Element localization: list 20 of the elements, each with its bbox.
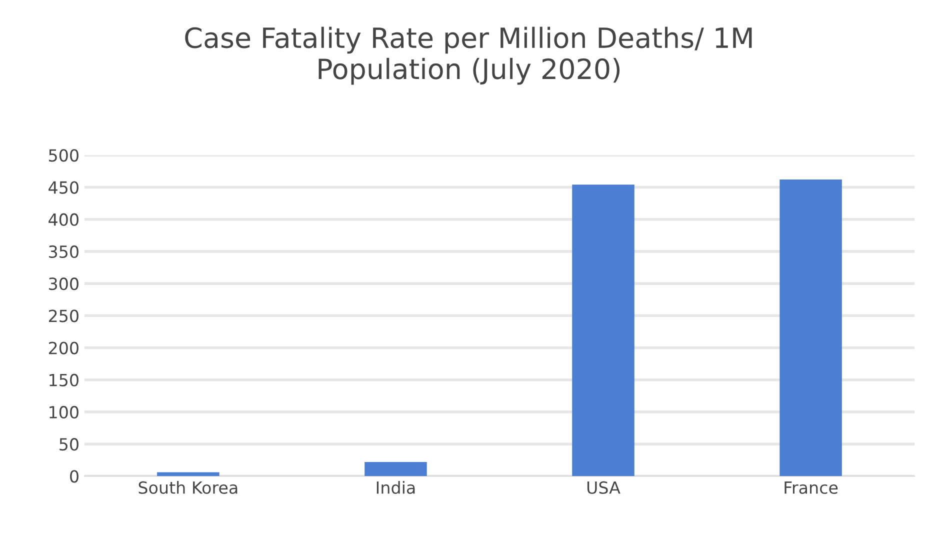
- y-tick-label: 300: [49, 278, 78, 290]
- x-tick-label: France: [784, 482, 838, 494]
- y-tick-label: 0: [70, 470, 78, 483]
- x-tick-label: USA: [587, 481, 620, 494]
- y-tick-label: 350: [49, 245, 78, 258]
- y-tick-label: 500: [49, 149, 78, 162]
- y-tick-label: 100: [50, 406, 78, 419]
- y-tick-label: 450: [48, 181, 78, 194]
- x-tick-label: South Korea: [138, 481, 238, 494]
- chart-title: Case Fatality Rate per Million Deaths/ 1M Population (July 2020): [185, 26, 752, 85]
- x-tick-label: India: [376, 481, 415, 494]
- y-tick-label: 250: [48, 310, 78, 322]
- bar: [364, 462, 427, 476]
- y-tick-label: 150: [50, 374, 78, 386]
- y-tick-label: 50: [60, 438, 78, 451]
- y-tick-label: 200: [48, 342, 78, 354]
- y-tick-label: 400: [48, 213, 78, 226]
- bar: [572, 184, 634, 476]
- bar: [780, 180, 842, 476]
- bar: [157, 472, 220, 476]
